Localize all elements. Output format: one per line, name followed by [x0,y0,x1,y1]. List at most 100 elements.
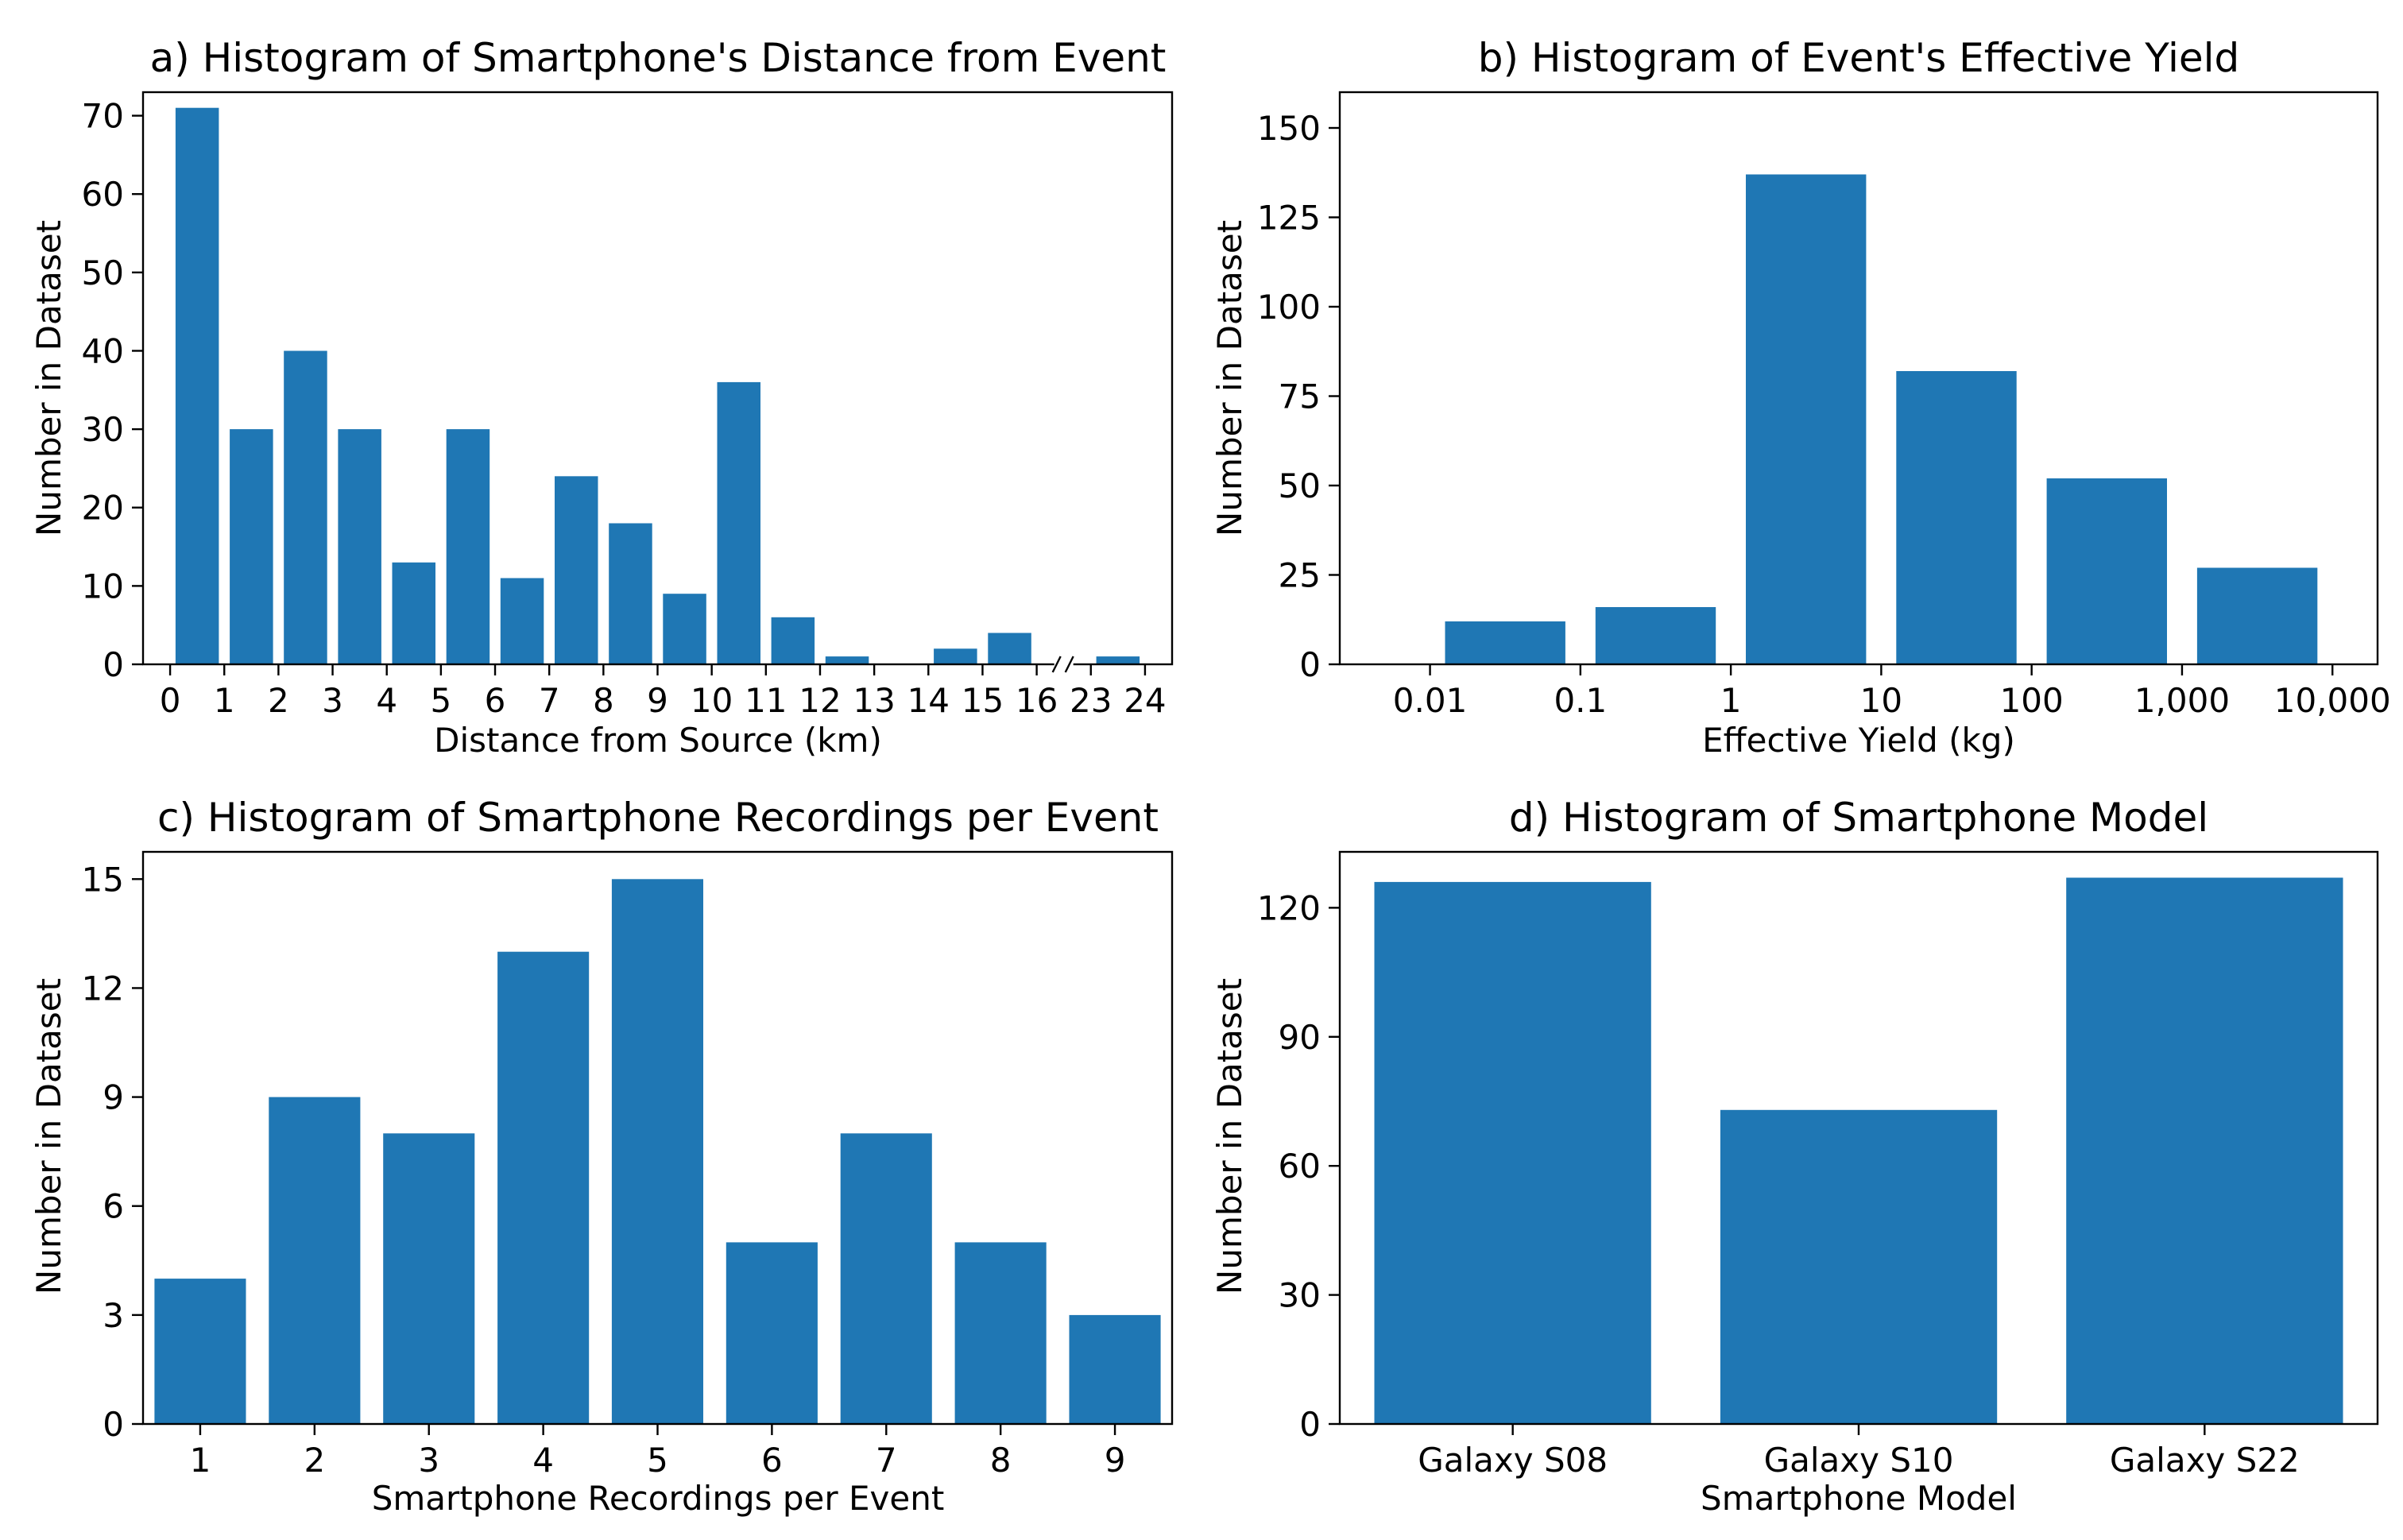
panel-a-xtick-label-6: 6 [485,681,506,720]
panel-b-bar-3 [1896,371,2017,664]
panel-b-ytick-label-5: 125 [1257,199,1321,238]
panel-a-bar-1 [230,429,273,664]
panel-d-title: d) Histogram of Smartphone Model [1509,795,2208,841]
panel-d-xtick-label-0: Galaxy S08 [1418,1441,1608,1480]
panel-c-xtick-label-5: 6 [761,1441,783,1480]
panel-c-ytick-label-0: 0 [103,1405,124,1444]
panel-c-bar-0 [154,1279,246,1424]
panel-c-xtick-label-6: 7 [876,1441,897,1480]
panel-d-xtick-label-1: Galaxy S10 [1764,1441,1954,1480]
panel-a-bar-0 [175,107,219,664]
panel-a-xtick-label-2: 2 [268,681,289,720]
panel-a-xtick-label-15: 15 [962,681,1004,720]
panel-b-bar-2 [1746,174,1867,664]
panel-b-xtick-label-0: 0.01 [1393,681,1468,720]
panel-a-bar-5 [446,429,490,664]
panel-a-xtick-label-18: 24 [1124,681,1166,720]
panel-c-xtick-label-3: 4 [532,1441,554,1480]
panel-a-title: a) Histogram of Smartphone's Distance fr… [150,35,1167,81]
panel-c-xtick-label-8: 9 [1105,1441,1126,1480]
panel-b-title: b) Histogram of Event's Effective Yield [1478,35,2240,81]
panel-a-xtick-label-7: 7 [539,681,560,720]
panel-a-xtick-label-1: 1 [214,681,235,720]
panel-c-xlabel: Smartphone Recordings per Event [372,1479,945,1518]
panel-c-ytick-label-5: 15 [82,860,124,899]
panel-a-bar-10 [717,381,760,664]
panel-d-ytick-label-2: 60 [1279,1147,1321,1186]
panel-c-xtick-label-7: 8 [990,1441,1012,1480]
panel-d-ylabel: Number in Dataset [1210,978,1249,1294]
panel-c-bar-4 [611,879,703,1424]
panel-d-ytick-label-4: 120 [1257,888,1321,927]
panel-c-ytick-label-2: 6 [103,1187,124,1226]
panel-d-ytick-label-3: 90 [1279,1018,1321,1057]
panel-a-bar-11 [771,617,815,664]
panel-b-xtick-label-4: 100 [2000,681,2064,720]
panel-c-bar-5 [726,1242,818,1424]
panel-a-xtick-label-5: 5 [431,681,452,720]
panel-c-recordings-histogram: c) Histogram of Smartphone Recordings pe… [29,795,1174,1518]
panel-d-xlabel: Smartphone Model [1701,1479,2017,1518]
panel-a-xtick-label-4: 4 [376,681,397,720]
panel-a-bar-2 [284,350,327,664]
panel-b-ytick-label-2: 50 [1279,466,1321,505]
panel-b-bar-1 [1595,607,1716,664]
panel-a-axis-break [1051,656,1074,673]
panel-b-ytick-label-6: 150 [1257,109,1321,148]
panel-c-bar-7 [954,1242,1047,1424]
panel-d-bars [1374,877,2343,1424]
panel-b-bar-0 [1445,621,1565,664]
panel-c-title: c) Histogram of Smartphone Recordings pe… [157,795,1159,841]
panel-a-xtick-label-14: 14 [907,681,950,720]
panel-c-bar-3 [497,951,590,1424]
panel-a-ytick-label-7: 70 [82,97,124,136]
panel-a-xtick-label-0: 0 [160,681,181,720]
panel-a-xtick-label-11: 11 [745,681,787,720]
panel-a-xlabel: Distance from Source (km) [434,721,882,760]
panel-b-bars [1445,174,2318,664]
panel-d-axes: 0 30 60 90 120 Galaxy S08 Galaxy S10 Galaxy S22 [1257,850,2379,1480]
panel-a-bar-4 [392,562,435,664]
panel-c-xtick-label-0: 1 [190,1441,211,1480]
panel-b-bar-5 [2196,567,2318,664]
panel-d-bar-2 [2066,877,2343,1424]
panel-d-xtick-label-2: Galaxy S22 [2110,1441,2300,1480]
panel-b-xtick-label-3: 10 [1860,681,1902,720]
panel-a-ytick-label-5: 50 [82,253,124,292]
panel-b-yield-histogram: b) Histogram of Event's Effective Yield … [1210,35,2391,760]
panel-a-ytick-label-0: 0 [103,645,124,684]
panel-d-model-histogram: d) Histogram of Smartphone Model Smartph… [1210,795,2379,1518]
panel-a-xtick-label-3: 3 [322,681,343,720]
panel-d-ytick-label-1: 30 [1279,1276,1321,1315]
panel-a-bar-7 [555,476,598,664]
panel-c-bar-8 [1069,1314,1161,1424]
panel-a-ytick-label-4: 40 [82,331,124,370]
panel-a-bar-12 [825,656,869,664]
panel-a-xtick-label-12: 12 [799,681,841,720]
panel-a-bar-9 [663,594,706,664]
panel-b-axes: 0 25 50 75 100 125 150 0.01 0.1 1 10 100 1,000 10,000 [1257,91,2391,720]
panel-d-ytick-label-0: 0 [1299,1405,1321,1444]
panel-b-xlabel: Effective Yield (kg) [1702,721,2015,760]
panel-b-ylabel: Number in Dataset [1210,220,1249,536]
panel-c-xtick-label-2: 3 [418,1441,439,1480]
panel-a-ytick-label-6: 60 [82,175,124,214]
panel-a-bar-6 [500,578,544,664]
panel-a-distance-histogram: a) Histogram of Smartphone's Distance fr… [29,35,1174,760]
panel-a-ylabel: Number in Dataset [29,220,68,536]
panel-a-bar-8 [609,523,652,664]
panel-a-xtick-label-10: 10 [691,681,733,720]
panel-b-xtick-label-5: 1,000 [2134,681,2230,720]
panel-a-ytick-label-3: 30 [82,410,124,449]
panel-d-bar-0 [1374,881,1651,1424]
panel-a-xtick-label-8: 8 [593,681,614,720]
panel-a-bar-16 [1096,656,1140,664]
panel-c-ytick-label-3: 9 [103,1078,124,1117]
panel-c-xtick-label-4: 5 [647,1441,668,1480]
panel-a-xtick-label-9: 9 [647,681,668,720]
panel-a-ytick-label-1: 10 [82,567,124,606]
panel-a-xtick-label-17: 23 [1070,681,1112,720]
panel-a-ytick-label-2: 20 [82,489,124,528]
